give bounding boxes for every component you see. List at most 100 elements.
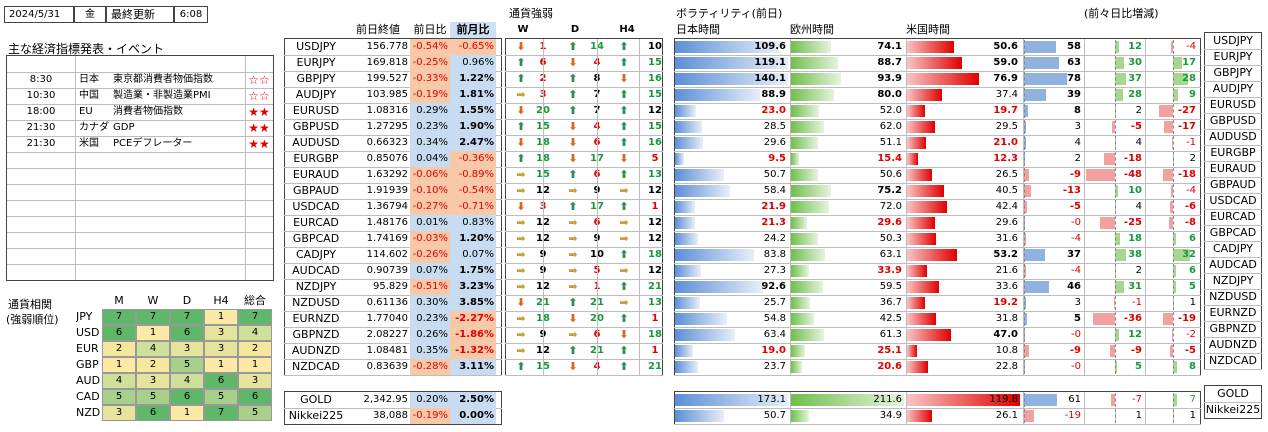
volatility-bar xyxy=(907,169,932,181)
event-time: 8:30 xyxy=(29,74,53,85)
compare-value: 2 xyxy=(1189,153,1196,164)
daily-change-bg xyxy=(410,343,450,359)
right-pair-name: AUDJPY xyxy=(1212,82,1254,95)
strength-col-line xyxy=(543,39,544,55)
vol-col-line xyxy=(1145,103,1146,119)
other-monthly-bg xyxy=(450,408,496,424)
right-gridline xyxy=(1204,161,1262,162)
volatility-bar xyxy=(907,233,936,245)
pair-name: USDCAD xyxy=(292,200,340,213)
compare-bar xyxy=(1112,121,1115,133)
monthly-change-bg xyxy=(450,263,496,279)
compare-axis xyxy=(1172,409,1174,423)
strength-col-line xyxy=(597,359,598,375)
corr-value: 2 xyxy=(115,343,123,354)
pair-daily-change: 0.30% xyxy=(416,297,448,308)
corr-value: 6 xyxy=(183,391,191,402)
pair-name: EURUSD xyxy=(292,104,340,117)
monthly-change-bg xyxy=(450,55,496,71)
volatility-bar xyxy=(675,233,698,245)
vol-col-line xyxy=(906,263,907,279)
compare-value: 63 xyxy=(1067,57,1081,68)
arrow-down-icon: ⬇ xyxy=(516,40,526,53)
pair-daily-change: -0.33% xyxy=(412,73,448,84)
compare-value: -5 xyxy=(1130,121,1142,132)
events-gridline xyxy=(7,216,273,217)
volatility-value: 80.0 xyxy=(877,89,902,100)
daily-change-bg xyxy=(410,295,450,311)
volatility-value: 119.1 xyxy=(754,57,786,68)
volatility-bar xyxy=(675,345,693,357)
vol-col-line xyxy=(790,343,791,359)
monthly-change-bg xyxy=(450,119,496,135)
vol-col-line xyxy=(1084,279,1085,295)
vol-col-line xyxy=(790,408,791,424)
events-gridline xyxy=(7,184,273,185)
arrow-up-icon: ⬆ xyxy=(619,120,629,133)
compare-bar xyxy=(1172,281,1176,293)
header-w: W xyxy=(517,24,529,35)
pair-monthly-change: 0.07% xyxy=(462,249,494,260)
arrow-down-icon: ⬇ xyxy=(516,136,526,149)
events-gridline xyxy=(7,88,273,89)
volatility-value: 173.1 xyxy=(757,394,786,405)
strength-col-line xyxy=(597,183,598,199)
vol-col-line xyxy=(1084,231,1085,247)
compare-axis xyxy=(1024,136,1025,150)
compare-bar xyxy=(1115,233,1120,245)
vol-col-line xyxy=(906,392,907,408)
strength-gridline xyxy=(505,343,663,344)
event-time: 10:30 xyxy=(26,90,56,101)
volatility-bar xyxy=(675,410,724,422)
strength-col-line xyxy=(639,103,640,119)
compare-axis xyxy=(1024,72,1025,86)
arrow-down-icon: ⬇ xyxy=(568,152,578,165)
corr-value: 1 xyxy=(217,311,225,322)
pair-daily-change: 0.04% xyxy=(416,153,448,164)
corr-subtitle: (強弱順位) xyxy=(6,313,59,326)
right-gridline xyxy=(1204,49,1262,50)
vol-col-line xyxy=(790,151,791,167)
volatility-bar xyxy=(791,89,834,101)
vol-col-line xyxy=(1084,215,1085,231)
header-daily-change: 前日比 xyxy=(413,23,447,36)
compare-bar xyxy=(1024,297,1026,309)
vol-col-line xyxy=(1023,311,1024,327)
corr-title: 通貨相関 xyxy=(8,298,52,311)
monthly-change-bg xyxy=(450,279,496,295)
corr-value: 5 xyxy=(115,391,123,402)
daily-change-bg xyxy=(410,119,450,135)
arrow-right-icon: ➡ xyxy=(516,328,526,341)
corr-value: 3 xyxy=(149,375,157,386)
strength-col-line xyxy=(597,39,598,55)
compare-value: -8 xyxy=(1184,217,1196,228)
arrow-up-icon: ⬆ xyxy=(568,200,578,213)
pair-daily-change: -0.27% xyxy=(412,201,448,212)
daily-change-bg xyxy=(410,327,450,343)
compare-axis xyxy=(1115,104,1116,118)
right-gridline xyxy=(1204,177,1262,178)
arrow-right-icon: ➡ xyxy=(568,248,578,261)
vol-col-line xyxy=(1023,392,1024,408)
vol-col-line xyxy=(1084,183,1085,199)
vol-col-line xyxy=(790,119,791,135)
arrow-up-icon: ⬆ xyxy=(619,88,629,101)
pair-gridline xyxy=(284,119,502,120)
pair-monthly-change: -2.27% xyxy=(455,313,494,324)
strength-col-line xyxy=(597,231,598,247)
right-gridline xyxy=(1204,97,1262,98)
pair-gridline xyxy=(284,359,502,360)
compare-axis xyxy=(1172,88,1174,102)
vol-col-line xyxy=(1023,279,1024,295)
vol-col-line xyxy=(906,311,907,327)
vol-col-line xyxy=(1145,151,1146,167)
strength-value: 10 xyxy=(648,41,662,52)
vol-col-line xyxy=(1023,359,1024,375)
corr-header: 総合 xyxy=(244,294,266,307)
compare-axis xyxy=(1024,168,1025,182)
volatility-value: 63.4 xyxy=(763,329,786,340)
compare-axis xyxy=(1172,136,1174,150)
volatility-bar xyxy=(907,345,917,357)
volatility-value: 50.7 xyxy=(763,169,786,180)
corr-cell-bg xyxy=(170,309,204,325)
